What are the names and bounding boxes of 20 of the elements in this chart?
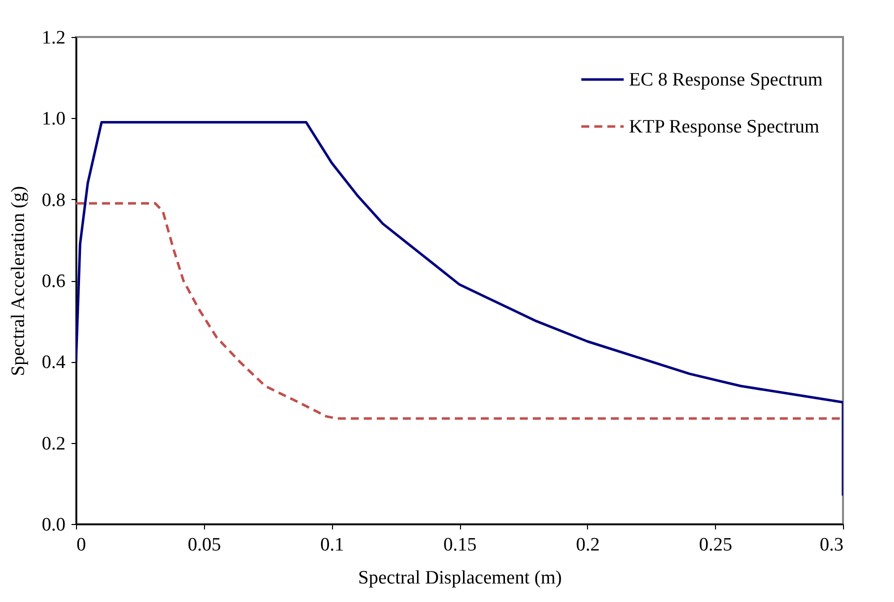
y-tick-label: 0.2: [42, 433, 66, 454]
x-axis-title: Spectral Displacement (m): [358, 568, 562, 588]
x-tick-label: 0.25: [699, 534, 732, 556]
y-tick-label: 0.0: [42, 514, 66, 536]
x-tick-label: 0: [76, 534, 86, 556]
x-tick-label: 0.15: [443, 534, 477, 556]
x-tick-label: 0.2: [576, 534, 600, 556]
y-tick-label: 0.4: [42, 352, 66, 374]
line-series: [76, 120, 843, 497]
x-tick-label: 0.3: [820, 534, 844, 556]
legend-label: KTP Response Spectrum: [629, 116, 820, 138]
x-tick-label: 0.05: [188, 534, 221, 556]
line-series: [76, 202, 843, 420]
y-axis-title: Spectral Acceleration (g): [8, 186, 29, 376]
legend-label: EC 8 Response Spectrum: [629, 70, 823, 90]
y-tick-label: 1.0: [42, 108, 66, 130]
y-tick-label: 0.8: [42, 190, 66, 211]
x-tick-label: 0.1: [320, 534, 344, 556]
y-tick-label: 1.2: [42, 28, 66, 48]
y-tick-label: 0.6: [42, 271, 66, 292]
